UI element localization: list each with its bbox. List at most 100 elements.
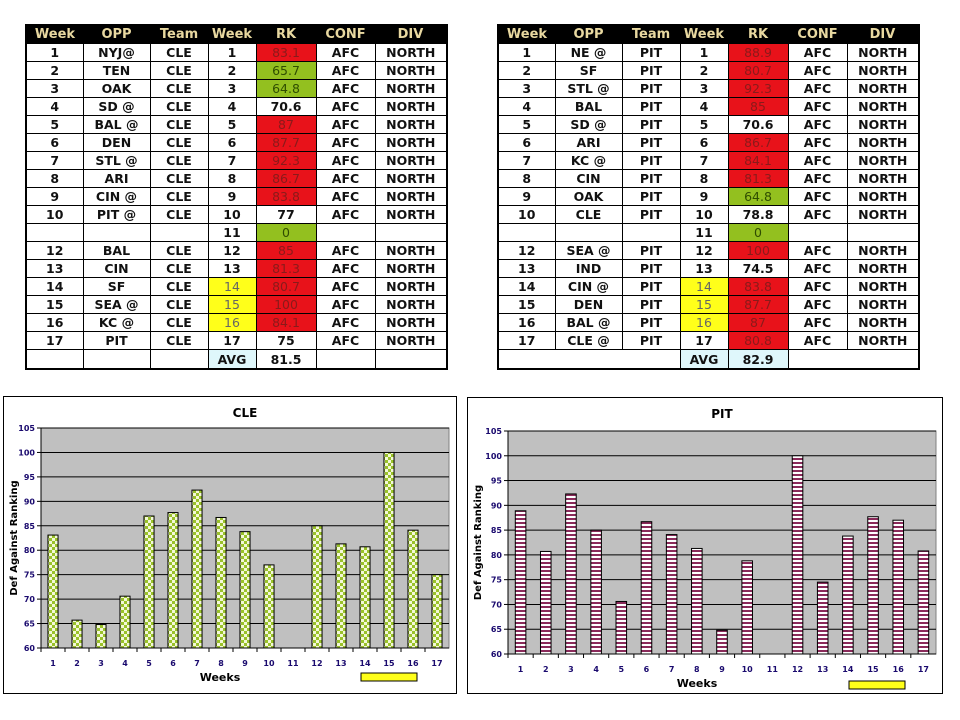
table-row: 7 STL @ CLE 7 92.3 AFC NORTH	[25, 151, 448, 170]
cell-opp: DEN	[82, 133, 151, 152]
avg-label: AVG	[207, 349, 257, 370]
cell-rk: 80.7	[727, 61, 789, 80]
cell-team: CLE	[149, 133, 209, 152]
cell-rk: 85	[727, 97, 789, 116]
table-row: 8 ARI CLE 8 86.7 AFC NORTH	[25, 169, 448, 188]
cell-week: 13	[25, 259, 84, 278]
bar	[615, 600, 628, 655]
cell-week2: 1	[207, 43, 257, 62]
cell-week: 7	[25, 151, 84, 170]
cell-team: CLE	[149, 295, 209, 314]
cell-team: CLE	[149, 97, 209, 116]
x-tick-label: 2	[543, 665, 549, 674]
x-tick-label: 12	[792, 665, 803, 674]
cell-opp: BAL	[82, 241, 151, 260]
cell-week2: 15	[207, 295, 257, 314]
x-tick-label: 9	[242, 659, 248, 668]
cell-opp: ARI	[554, 133, 623, 152]
table-row: 1 NYJ@ CLE 1 83.1 AFC NORTH	[25, 43, 448, 62]
cell-team: PIT	[621, 97, 681, 116]
cell-div: NORTH	[846, 241, 920, 260]
y-tick-label: 80	[24, 546, 36, 555]
cell-opp	[554, 223, 623, 242]
cell-conf: AFC	[787, 169, 848, 188]
cell-week	[497, 223, 556, 242]
bar	[539, 550, 552, 655]
cell-team: CLE	[149, 313, 209, 332]
header-week2: Week	[680, 25, 728, 44]
cell-opp	[82, 223, 151, 242]
y-tick-label: 85	[491, 526, 503, 535]
cell-week2: 5	[207, 115, 257, 134]
cell-conf: AFC	[787, 115, 848, 134]
cell-team: PIT	[621, 151, 681, 170]
cell-week2: 12	[679, 241, 729, 260]
x-tick-label: 3	[568, 665, 574, 674]
cell-team	[149, 223, 209, 242]
header-opp: OPP	[555, 25, 622, 44]
y-tick-label: 65	[491, 625, 503, 634]
bar	[842, 535, 854, 655]
table-row: 12 BAL CLE 12 85 AFC NORTH	[25, 241, 448, 260]
cell-div: NORTH	[846, 169, 920, 188]
x-tick-label: 6	[170, 659, 176, 668]
bar	[431, 574, 443, 649]
cell-week: 4	[497, 97, 556, 116]
header-div: DIV	[847, 25, 919, 44]
y-axis-label: Def Against Ranking	[9, 480, 20, 595]
cell-week2: 6	[207, 133, 257, 152]
cell-rk: 84.1	[255, 313, 317, 332]
cell-div: NORTH	[846, 187, 920, 206]
cell-opp: SEA @	[554, 241, 623, 260]
cell-rk: 81.3	[255, 259, 317, 278]
x-tick-label: 17	[918, 665, 929, 674]
x-tick-label: 5	[619, 665, 625, 674]
cell-rk: 65.7	[255, 61, 317, 80]
avg-row: AVG 81.5	[25, 349, 448, 370]
cell-conf: AFC	[787, 331, 848, 350]
cell-conf: AFC	[315, 115, 376, 134]
cell-rk: 87.7	[727, 295, 789, 314]
cell-div: NORTH	[374, 97, 448, 116]
x-tick-label: 15	[383, 659, 395, 668]
x-tick-label: 12	[311, 659, 322, 668]
table-row: 7 KC @ PIT 7 84.1 AFC NORTH	[497, 151, 920, 170]
cell-team: PIT	[621, 115, 681, 134]
header-week: Week	[498, 25, 555, 44]
cell-div: NORTH	[374, 79, 448, 98]
cell-div: NORTH	[374, 259, 448, 278]
cell-week2: 17	[679, 331, 729, 350]
y-tick-label: 70	[491, 600, 503, 609]
cell-team: CLE	[149, 79, 209, 98]
x-tick-label: 10	[263, 659, 275, 668]
cell-opp: CIN @	[82, 187, 151, 206]
cell-opp: PIT	[82, 331, 151, 350]
cell-team: CLE	[149, 331, 209, 350]
cell-team: PIT	[621, 259, 681, 278]
cell-opp: NYJ@	[82, 43, 151, 62]
x-tick-label: 5	[146, 659, 152, 668]
cell-conf: AFC	[787, 79, 848, 98]
cell-week: 6	[497, 133, 556, 152]
cell-opp: SD @	[82, 97, 151, 116]
cell-opp: KC @	[554, 151, 623, 170]
empty-cell	[497, 349, 681, 370]
table-row: 4 SD @ CLE 4 70.6 AFC NORTH	[25, 97, 448, 116]
table-row: 3 OAK CLE 3 64.8 AFC NORTH	[25, 79, 448, 98]
cell-week2: 16	[207, 313, 257, 332]
cell-week	[25, 223, 84, 242]
cell-rk: 70.6	[727, 115, 789, 134]
cell-week2: 7	[679, 151, 729, 170]
cell-rk: 84.1	[727, 151, 789, 170]
bar	[143, 515, 155, 649]
empty-cell	[787, 349, 920, 370]
cell-week: 4	[25, 97, 84, 116]
cell-week: 12	[497, 241, 556, 260]
plot-area	[507, 430, 937, 655]
cell-rk: 78.8	[727, 205, 789, 224]
cell-team: PIT	[621, 241, 681, 260]
cell-opp: PIT @	[82, 205, 151, 224]
cell-conf: AFC	[315, 313, 376, 332]
cell-conf: AFC	[787, 97, 848, 116]
